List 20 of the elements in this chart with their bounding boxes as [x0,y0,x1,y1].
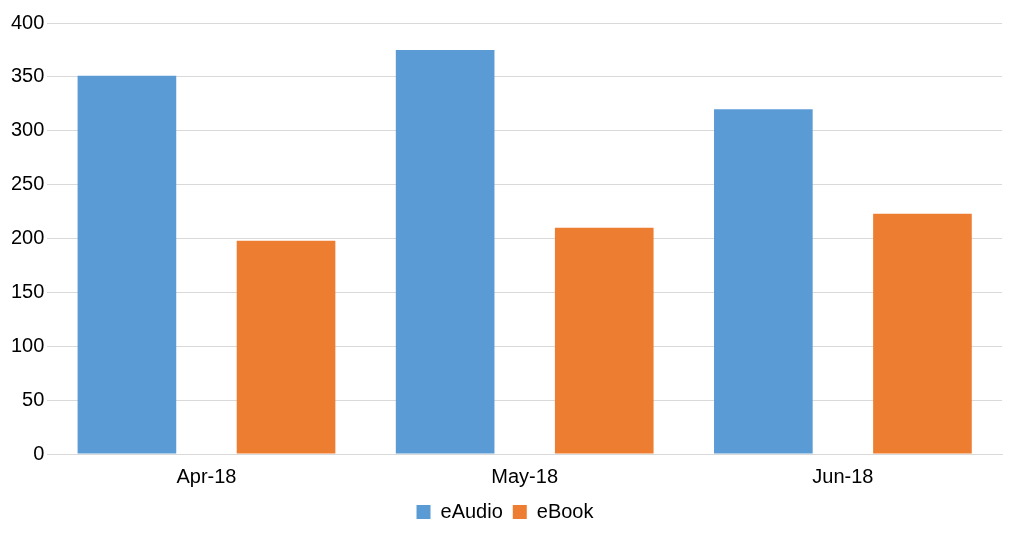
y-tick-label: 300 [10,118,45,141]
x-tick-label: Jun-18 [812,464,874,487]
y-tick-label: 50 [22,387,45,410]
y-tick-label: 350 [10,64,45,87]
x-tick-label: May-18 [491,464,559,487]
y-tick-label: 250 [10,172,45,195]
bar [395,49,495,454]
y-tick-label: 150 [10,279,45,302]
bar [554,227,654,454]
x-tick-label: Apr-18 [176,464,237,487]
y-tick-label: 100 [10,333,45,356]
y-tick-label: 0 [33,441,45,464]
legend-label: eAudio [440,499,503,522]
bar [873,213,972,454]
y-tick-label: 400 [10,10,45,33]
y-tick-label: 200 [10,226,45,249]
bar [77,75,177,454]
legend-label: eBook [536,499,595,522]
bar [236,240,336,454]
bar [714,109,813,454]
